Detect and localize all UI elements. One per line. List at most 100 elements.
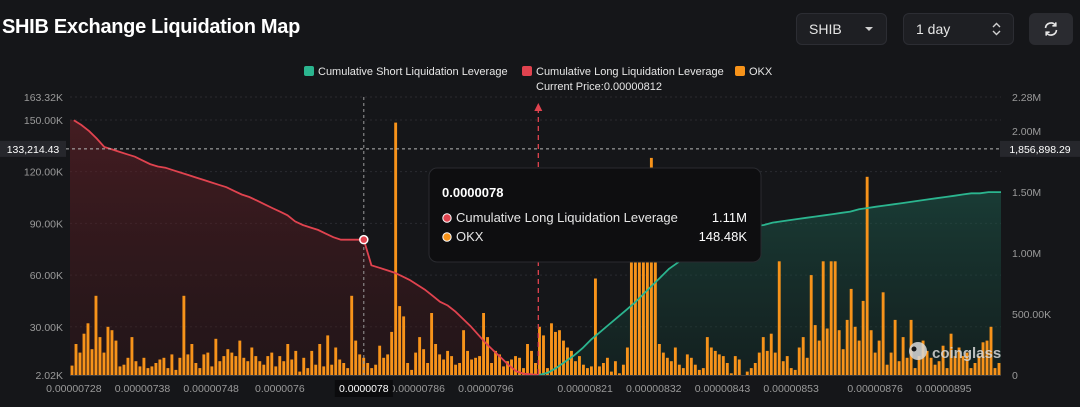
okx-bar[interactable] [406, 363, 410, 375]
okx-bar[interactable] [949, 333, 953, 375]
long-line[interactable] [73, 119, 540, 376]
okx-bar[interactable] [574, 361, 577, 375]
okx-bar[interactable] [486, 337, 489, 375]
okx-bar[interactable] [414, 352, 418, 375]
okx-bar[interactable] [342, 363, 346, 375]
okx-bar[interactable] [438, 354, 442, 375]
okx-bar[interactable] [430, 313, 434, 375]
okx-bar[interactable] [198, 368, 202, 375]
okx-bar[interactable] [753, 363, 757, 375]
okx-bar[interactable] [961, 356, 965, 375]
okx-bar[interactable] [570, 350, 573, 375]
okx-bar[interactable] [813, 325, 817, 375]
okx-bar[interactable] [625, 347, 629, 376]
okx-bar[interactable] [142, 357, 146, 375]
okx-bar[interactable] [769, 333, 773, 375]
legend-swatch[interactable] [304, 66, 314, 76]
okx-bar[interactable] [665, 357, 669, 375]
okx-bar[interactable] [162, 357, 166, 375]
okx-bar[interactable] [478, 356, 481, 375]
okx-bar[interactable] [238, 340, 242, 375]
okx-bar[interactable] [645, 261, 649, 375]
okx-bar[interactable] [74, 344, 78, 375]
okx-bar[interactable] [865, 176, 869, 375]
okx-bar[interactable] [250, 347, 254, 376]
okx-bar[interactable] [621, 364, 625, 375]
okx-bar[interactable] [306, 368, 310, 375]
okx-bar[interactable] [993, 368, 997, 375]
okx-bar[interactable] [869, 330, 873, 375]
okx-bar[interactable] [857, 340, 861, 375]
okx-bar[interactable] [773, 352, 777, 375]
okx-bar[interactable] [941, 345, 945, 375]
okx-bar[interactable] [789, 368, 793, 375]
okx-bar[interactable] [410, 369, 414, 375]
okx-bar[interactable] [310, 350, 314, 375]
okx-bar[interactable] [965, 352, 969, 375]
okx-bar[interactable] [322, 366, 326, 375]
refresh-button[interactable] [1029, 13, 1073, 45]
okx-bar[interactable] [354, 340, 358, 375]
okx-bar[interactable] [917, 356, 921, 375]
okx-bar[interactable] [226, 349, 230, 375]
okx-bar[interactable] [502, 366, 505, 375]
okx-bar[interactable] [222, 356, 226, 375]
okx-bar[interactable] [937, 361, 941, 375]
okx-bar[interactable] [482, 313, 485, 375]
okx-bar[interactable] [953, 356, 957, 375]
okx-bar[interactable] [230, 352, 234, 375]
okx-bar[interactable] [957, 347, 961, 376]
okx-bar[interactable] [522, 368, 525, 375]
coin-select[interactable]: SHIB [796, 13, 887, 45]
okx-bar[interactable] [494, 350, 497, 375]
okx-bar[interactable] [817, 340, 821, 375]
okx-bar[interactable] [721, 356, 725, 375]
okx-bar[interactable] [210, 366, 214, 375]
range-select[interactable]: 1 day [903, 13, 1014, 45]
okx-bar[interactable] [362, 357, 366, 375]
short-line[interactable] [539, 191, 1001, 376]
okx-bar[interactable] [677, 364, 681, 375]
okx-bar[interactable] [717, 354, 721, 375]
okx-bar[interactable] [689, 357, 693, 375]
okx-bar[interactable] [629, 261, 633, 375]
okx-bar[interactable] [749, 368, 753, 375]
okx-bar[interactable] [550, 323, 553, 375]
okx-bar[interactable] [130, 337, 134, 375]
okx-bar[interactable] [358, 354, 362, 375]
okx-bar[interactable] [825, 328, 829, 376]
legend-swatch[interactable] [735, 66, 745, 76]
okx-bar[interactable] [613, 361, 617, 375]
okx-bar[interactable] [997, 363, 1001, 375]
okx-bar[interactable] [218, 361, 222, 375]
okx-bar[interactable] [661, 352, 665, 375]
okx-bar[interactable] [386, 354, 390, 375]
okx-bar[interactable] [434, 344, 438, 375]
okx-bar[interactable] [426, 363, 430, 375]
okx-bar[interactable] [685, 354, 689, 375]
okx-bar[interactable] [82, 333, 86, 375]
okx-bar[interactable] [154, 363, 158, 375]
okx-bar[interactable] [777, 261, 781, 375]
okx-bar[interactable] [578, 356, 581, 375]
okx-bar[interactable] [174, 369, 178, 375]
okx-bar[interactable] [641, 261, 645, 375]
okx-bar[interactable] [170, 354, 174, 375]
okx-bar[interactable] [138, 366, 142, 375]
legend-swatch[interactable] [522, 66, 532, 76]
okx-bar[interactable] [853, 326, 857, 375]
okx-bar[interactable] [538, 326, 541, 375]
okx-bar[interactable] [877, 340, 881, 375]
okx-bar[interactable] [801, 337, 805, 375]
okx-bar[interactable] [114, 340, 118, 375]
okx-bar[interactable] [286, 344, 290, 375]
okx-bar[interactable] [681, 368, 685, 375]
okx-bar[interactable] [542, 335, 545, 375]
okx-bar[interactable] [765, 350, 769, 375]
okx-bar[interactable] [705, 337, 709, 375]
okx-bar[interactable] [294, 350, 298, 375]
okx-bar[interactable] [745, 371, 749, 375]
okx-bar[interactable] [398, 306, 402, 375]
okx-bar[interactable] [206, 352, 210, 375]
okx-bar[interactable] [985, 340, 989, 375]
